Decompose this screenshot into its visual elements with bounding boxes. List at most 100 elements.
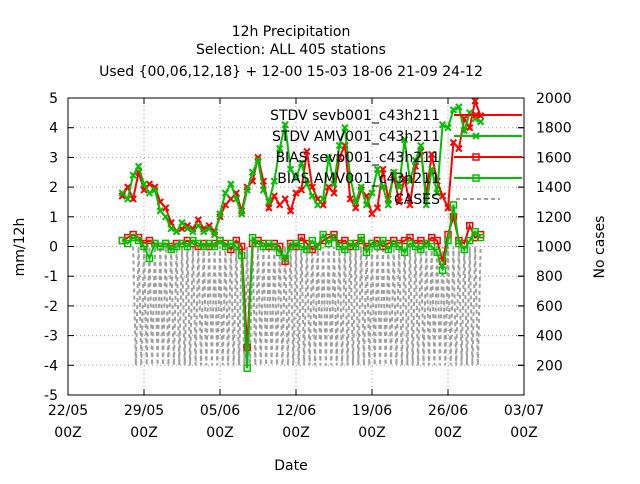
y2-tick-label: 600	[536, 299, 563, 315]
legend-label: CASES	[394, 192, 440, 208]
x-tick-label-date: 03/07	[504, 403, 544, 419]
y-tick-label: -3	[44, 329, 58, 345]
y2-axis-label: No cases	[592, 216, 608, 279]
data-point	[259, 186, 268, 194]
data-point	[254, 156, 262, 165]
data-point	[227, 195, 235, 203]
data-point	[145, 180, 154, 188]
data-point	[357, 233, 365, 242]
data-point	[406, 201, 414, 209]
x-tick-label-time: 00Z	[510, 425, 537, 441]
data-point	[466, 123, 474, 132]
data-point	[472, 174, 480, 182]
data-point	[455, 239, 463, 248]
data-point	[330, 233, 338, 242]
data-point	[368, 210, 376, 218]
data-point	[265, 204, 273, 212]
data-point	[189, 227, 197, 236]
series-layer	[118, 97, 485, 373]
data-point	[384, 201, 392, 209]
data-point	[314, 201, 322, 209]
y-tick-label: -1	[44, 269, 58, 285]
data-point	[357, 183, 365, 191]
data-point	[281, 121, 289, 129]
data-point	[379, 165, 387, 173]
data-point	[200, 227, 208, 236]
data-point	[476, 233, 485, 242]
data-point	[352, 204, 360, 212]
data-point	[427, 242, 436, 251]
data-point	[324, 239, 333, 248]
x-tick-label-date: 19/06	[352, 403, 392, 419]
data-point	[308, 183, 316, 191]
y-tick-label: 0	[49, 240, 58, 256]
data-point	[417, 141, 425, 150]
series-3	[118, 201, 485, 373]
data-point	[373, 204, 382, 212]
data-point	[472, 153, 480, 161]
data-point	[232, 242, 241, 251]
data-point	[303, 245, 311, 254]
y-tick-label: -4	[44, 358, 58, 374]
data-point	[460, 245, 469, 254]
data-point	[472, 132, 480, 140]
data-point	[395, 183, 403, 191]
data-point	[362, 248, 371, 257]
data-point	[313, 242, 322, 251]
data-point	[438, 266, 447, 275]
data-point	[297, 186, 306, 194]
data-point	[129, 171, 137, 179]
data-point	[319, 201, 327, 209]
data-point	[167, 224, 175, 233]
legend-label: STDV sevb001_c43h211	[270, 108, 440, 124]
x-tick-label-date: 05/06	[200, 403, 240, 419]
data-point	[411, 156, 420, 165]
data-point	[205, 224, 213, 233]
x-tick-label-date: 26/06	[428, 403, 468, 419]
data-point	[471, 227, 479, 236]
x-axis-label: Date	[274, 458, 307, 474]
data-point	[248, 233, 257, 242]
data-point	[433, 189, 441, 197]
data-point	[362, 201, 371, 209]
data-point	[476, 118, 485, 126]
x-tick-label-time: 00Z	[130, 425, 157, 441]
title-line-1: 12h Precipitation	[232, 24, 351, 40]
data-point	[449, 213, 458, 221]
data-point	[151, 186, 159, 194]
data-point	[134, 162, 143, 171]
y-tick-label: -5	[44, 388, 58, 404]
y2-tick-label: 800	[536, 269, 563, 285]
data-point	[243, 364, 251, 373]
data-point	[140, 180, 148, 188]
data-point	[118, 189, 126, 197]
y2-tick-label: 1800	[536, 121, 572, 137]
legend: STDV sevb001_c43h211 STDV AMV001_c43h211 B…	[270, 108, 522, 208]
x-tick-label-time: 00Z	[206, 425, 233, 441]
data-point	[400, 248, 409, 257]
y-tick-label: 3	[49, 150, 58, 166]
data-point	[129, 195, 137, 203]
data-point	[341, 245, 349, 254]
data-point	[455, 144, 463, 153]
data-point	[400, 135, 409, 144]
data-point	[346, 195, 354, 203]
data-point	[346, 174, 354, 182]
data-point	[384, 245, 393, 254]
data-point	[341, 123, 349, 132]
data-point	[270, 177, 278, 185]
series-1	[118, 103, 485, 239]
data-point	[395, 198, 403, 206]
data-point	[172, 227, 181, 236]
data-point	[444, 123, 452, 132]
data-point	[324, 183, 333, 191]
data-point	[373, 165, 382, 173]
data-point	[319, 195, 327, 203]
data-point	[297, 159, 306, 168]
data-point	[330, 189, 338, 197]
x-tick-label-date: 29/05	[124, 403, 164, 419]
data-point	[275, 248, 284, 257]
data-point	[417, 245, 425, 254]
data-point	[465, 236, 474, 245]
data-point	[352, 198, 360, 206]
